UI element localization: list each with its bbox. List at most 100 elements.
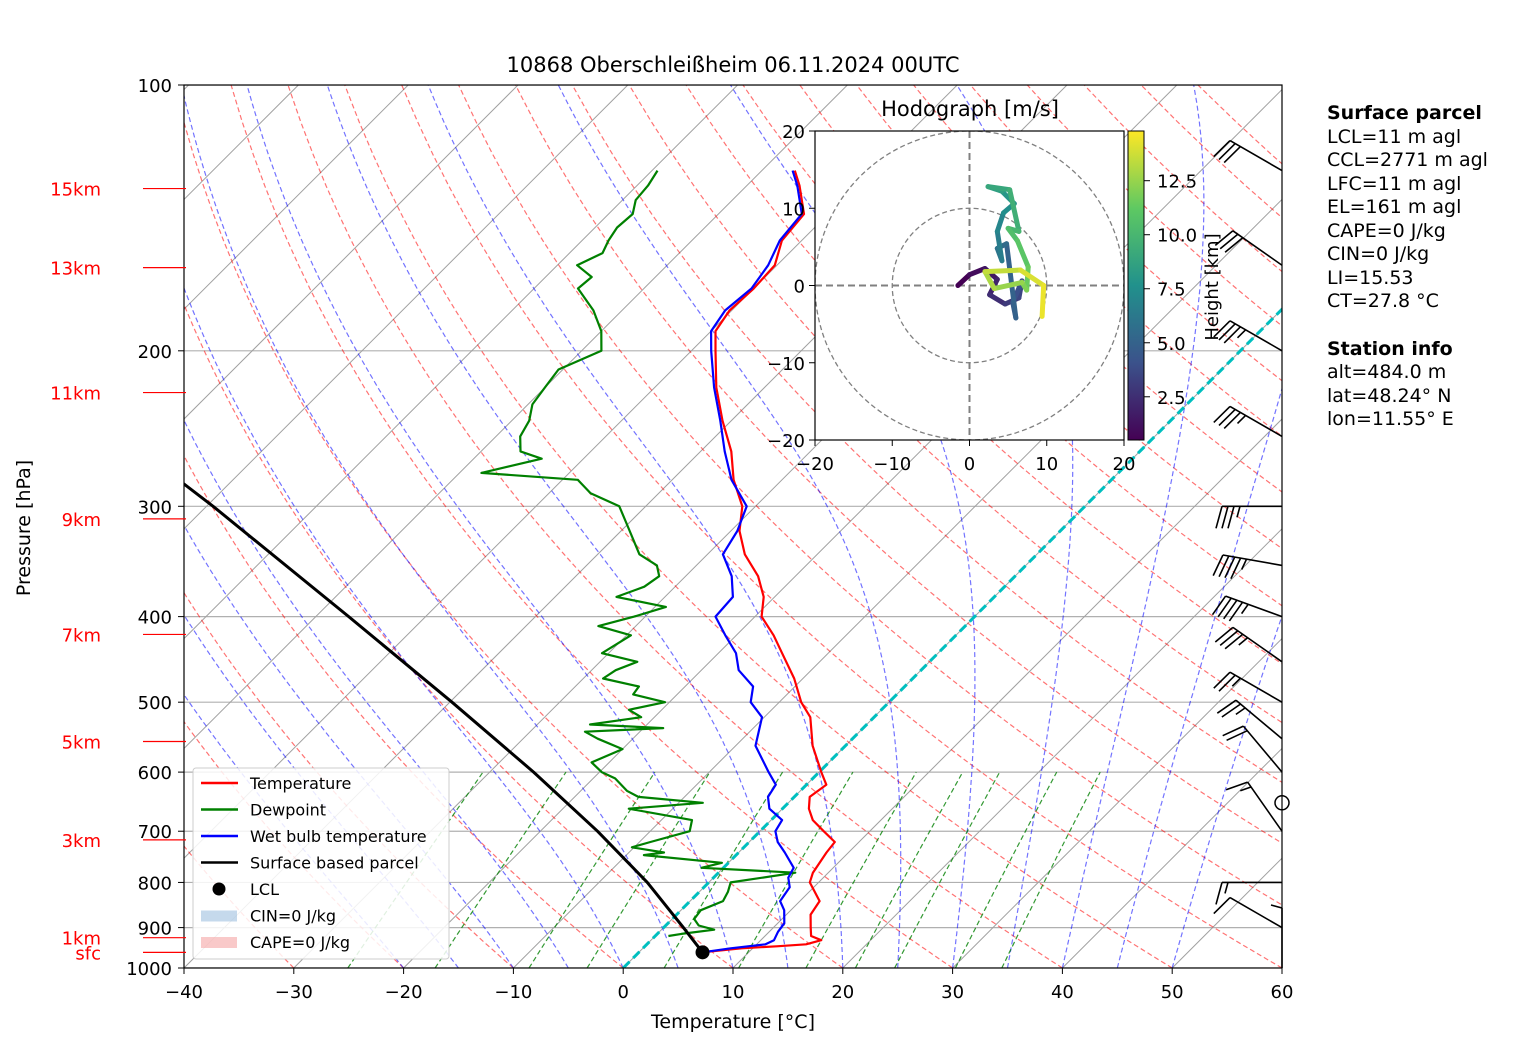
y-tick-label: 400 [138, 608, 172, 629]
height-label: sfc [75, 943, 101, 964]
y-tick-label: 300 [138, 497, 172, 518]
colorbar-tick-label: 10.0 [1157, 226, 1197, 247]
wind-barb [1215, 505, 1283, 529]
hodograph-segment [1005, 225, 1020, 244]
wind-barb [1213, 139, 1283, 172]
dry-adiabat [571, 85, 1282, 784]
dry-adiabat [184, 302, 734, 968]
x-tick-label: 10 [722, 982, 745, 1003]
wind-barb [1270, 904, 1283, 968]
station-info-line: alt=484.0 m [1327, 361, 1447, 383]
dry-adiabat [344, 85, 1173, 968]
mixing-ratio-line [434, 771, 567, 968]
legend-label: Surface based parcel [250, 854, 419, 873]
moist-adiabat [1171, 614, 1282, 968]
y-tick-label: 100 [138, 76, 172, 97]
mixing-ratio-line [528, 771, 656, 968]
mixing-ratio-line [586, 771, 711, 968]
isotherm-line [184, 85, 409, 310]
isotherm-line [952, 637, 1282, 968]
legend-swatch-patch [201, 937, 237, 948]
legend-swatch-marker [212, 882, 226, 896]
hodograph-segment [982, 269, 997, 292]
series-line-temperature [702, 170, 836, 954]
chart-title: 10868 Oberschleißheim 06.11.2024 00UTC [507, 53, 960, 77]
hodograph-y-tick-label: 20 [782, 122, 805, 143]
wind-barb [1213, 320, 1283, 352]
height-label: 15km [50, 180, 101, 201]
surface-parcel-line: EL=161 m agl [1327, 196, 1462, 218]
height-label: 13km [50, 259, 101, 280]
dry-adiabat [401, 85, 1282, 968]
hodograph-segment [994, 228, 1005, 264]
isotherm-line [184, 85, 519, 420]
legend-label: CAPE=0 J/kg [250, 933, 350, 952]
series-line-surface-based-parcel [184, 482, 704, 954]
wind-barb [1213, 671, 1283, 703]
surface-parcel-line: CIN=0 J/kg [1327, 243, 1430, 265]
isotherm-line [732, 418, 1282, 968]
hodograph-y-tick-label: −10 [767, 354, 805, 375]
colorbar-tick-label: 7.5 [1157, 280, 1186, 301]
hodograph-x-tick-label: −20 [796, 454, 834, 475]
wind-barbs [1211, 139, 1290, 968]
x-tick-label: 50 [1161, 982, 1184, 1003]
legend: Temperature Dewpoint Wet bulb temperature S… [192, 767, 450, 960]
dry-adiabat [184, 454, 624, 968]
dry-adiabat [230, 85, 953, 968]
y-tick-label: 600 [138, 763, 172, 784]
x-tick-label: 30 [941, 982, 964, 1003]
hodograph-title: Hodograph [m/s] [881, 97, 1059, 121]
y-tick-label: 900 [138, 919, 172, 940]
y-tick-label: 800 [138, 873, 172, 894]
wind-barb [1215, 881, 1283, 905]
surface-parcel-line: CCL=2771 m agl [1327, 149, 1488, 171]
moist-adiabat [246, 85, 734, 968]
zero-isotherm [622, 307, 1282, 968]
legend-label: Temperature [249, 774, 351, 793]
hodograph-segment [955, 272, 972, 288]
surface-parcel-line: LCL=11 m agl [1327, 125, 1462, 148]
x-tick-label: 40 [1051, 982, 1074, 1003]
x-tick-label: −10 [494, 982, 532, 1003]
moist-adiabat [326, 85, 789, 968]
height-label: 3km [62, 831, 101, 852]
isotherm-line [842, 528, 1282, 968]
wind-barb [1211, 595, 1283, 622]
wind-barb [1222, 725, 1283, 773]
isotherm-line [184, 85, 629, 530]
colorbar-label: Height [km] [1202, 233, 1223, 340]
wind-barb [1213, 405, 1283, 438]
dry-adiabat [458, 85, 1282, 906]
height-label: 5km [62, 733, 101, 754]
hodograph-y-tick-label: −20 [767, 431, 805, 452]
legend-label: LCL [250, 880, 279, 899]
surface-parcel-line: LI=15.53 [1327, 266, 1414, 289]
mixing-ratio-line [854, 771, 964, 968]
wind-barb [1214, 230, 1283, 266]
legend-label: Dewpoint [250, 801, 326, 820]
surface-parcel-line: CAPE=0 J/kg [1327, 219, 1446, 242]
wind-barb-calm [1274, 795, 1290, 811]
colorbar [1127, 130, 1145, 441]
moist-adiabat [184, 613, 459, 968]
dry-adiabat [287, 85, 1063, 968]
height-label: 9km [62, 510, 101, 531]
surface-parcel-header: Surface parcel [1327, 102, 1482, 124]
station-info-line: lon=11.55° E [1327, 408, 1454, 430]
axes-group: −40 −30 −20 −10 0 10 20 30 40 50 60100200300400500… [50, 76, 1293, 1003]
wind-barb [1212, 554, 1283, 580]
lcl-marker [695, 945, 710, 960]
mixing-ratio-line [894, 771, 1001, 968]
hodograph: Hodograph [m/s] −20−20 −10 −10 0 0 10 10 20 20 2… [767, 97, 1223, 475]
moist-adiabat [557, 85, 902, 968]
height-label: 11km [50, 384, 101, 405]
moist-adiabat [1116, 386, 1282, 968]
x-axis-label: Temperature [°C] [650, 1011, 815, 1033]
x-tick-label: −30 [275, 982, 313, 1003]
y-tick-label: 200 [138, 342, 172, 363]
station-info-line: lat=48.24° N [1327, 384, 1452, 407]
surface-parcel-line: LFC=11 m agl [1327, 172, 1462, 195]
moist-adiabat [184, 418, 569, 968]
